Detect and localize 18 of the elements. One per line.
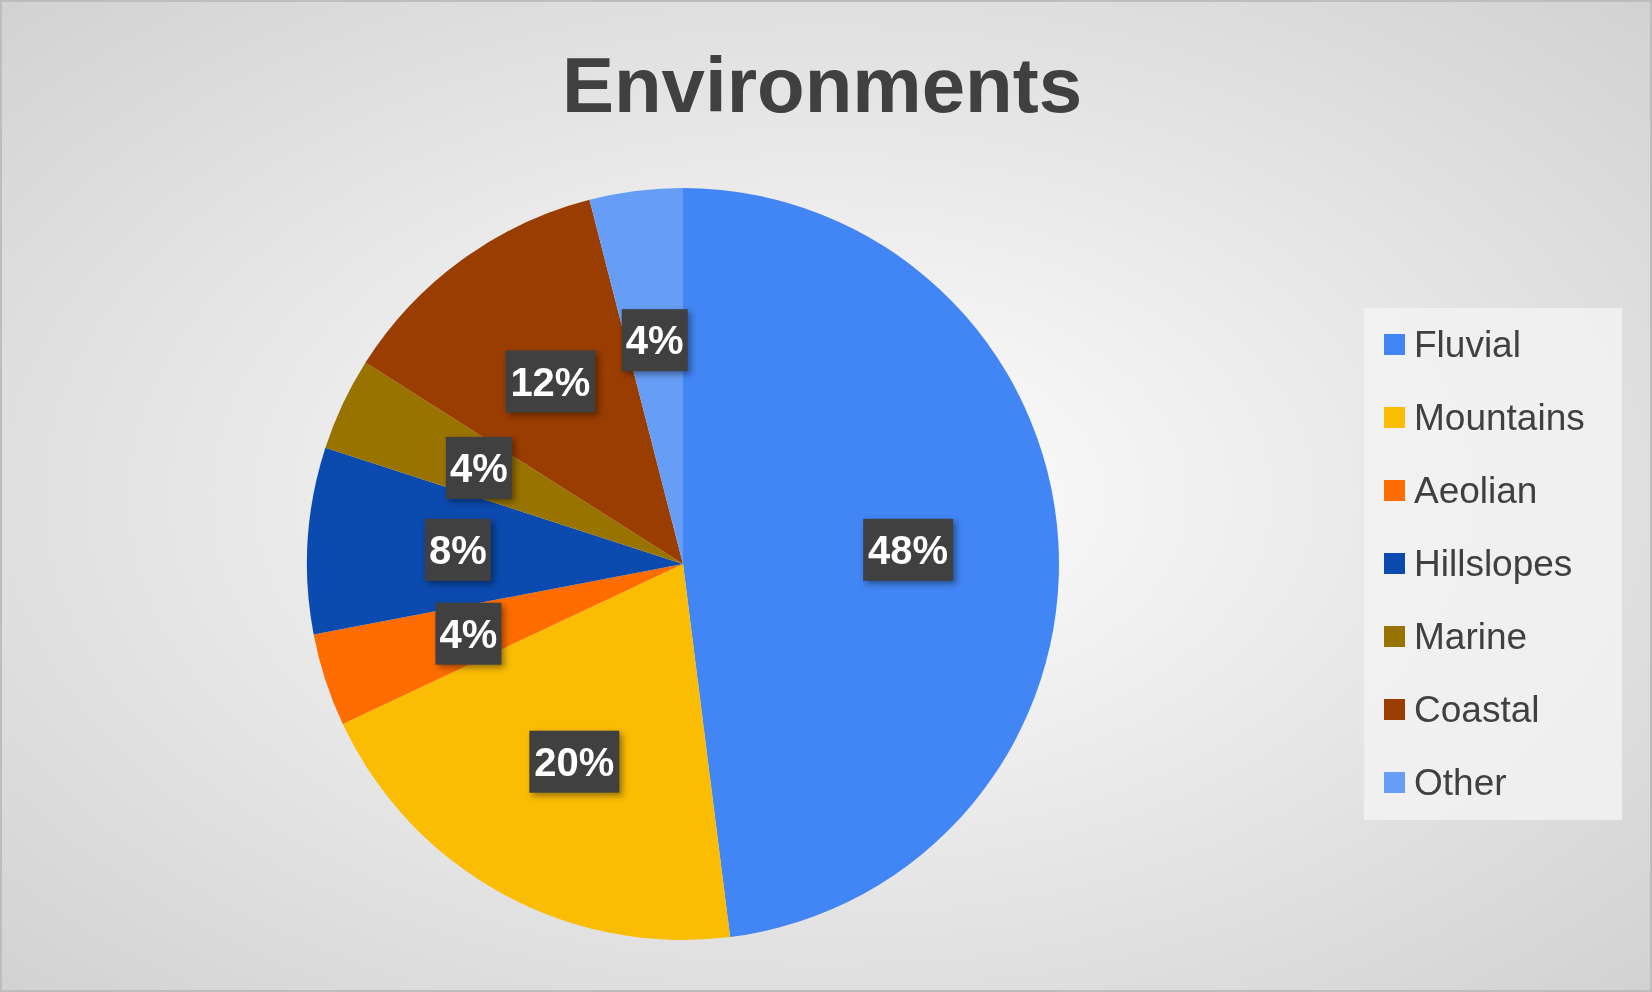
pie-slice bbox=[683, 188, 1059, 938]
pie-slice bbox=[365, 199, 683, 564]
legend-label: Coastal bbox=[1414, 688, 1540, 730]
chart-title: Environments bbox=[561, 41, 1083, 129]
legend-label: Hillslopes bbox=[1414, 542, 1573, 584]
legend-label: Mountains bbox=[1414, 396, 1585, 438]
legend-label: Marine bbox=[1414, 615, 1528, 657]
pie-slice bbox=[342, 564, 731, 940]
data-label: 4% bbox=[439, 611, 498, 656]
legend-label: Fluvial bbox=[1414, 323, 1521, 365]
data-label: 4% bbox=[625, 318, 684, 363]
data-label: 8% bbox=[428, 527, 487, 572]
legend-label: Aeolian bbox=[1414, 469, 1538, 511]
legend-label: Other bbox=[1414, 761, 1507, 803]
data-label: 12% bbox=[510, 359, 591, 404]
data-label: 20% bbox=[534, 739, 615, 784]
data-label: 4% bbox=[449, 445, 508, 490]
data-label: 48% bbox=[868, 527, 949, 572]
